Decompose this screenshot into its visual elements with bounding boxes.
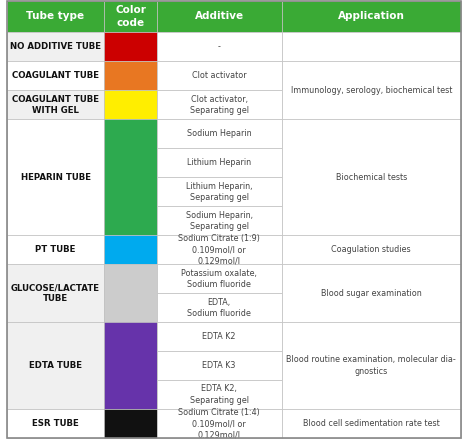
- Bar: [7, 409, 104, 438]
- Bar: [156, 206, 282, 235]
- Bar: [104, 264, 156, 322]
- Bar: [7, 264, 104, 322]
- Bar: [104, 119, 156, 235]
- Bar: [282, 1, 461, 32]
- Bar: [282, 119, 461, 235]
- Text: Coagulation studies: Coagulation studies: [331, 245, 411, 254]
- Bar: [156, 409, 282, 438]
- Bar: [104, 90, 156, 119]
- Text: Color
code: Color code: [115, 5, 146, 27]
- Text: Application: Application: [338, 12, 405, 21]
- Bar: [156, 293, 282, 322]
- Bar: [156, 177, 282, 206]
- Bar: [282, 61, 461, 119]
- Bar: [104, 1, 156, 32]
- Text: EDTA K3: EDTA K3: [202, 361, 236, 370]
- Text: EDTA TUBE: EDTA TUBE: [29, 361, 82, 370]
- Text: Biochemical tests: Biochemical tests: [336, 173, 407, 182]
- Bar: [282, 409, 461, 438]
- Text: -: -: [218, 42, 220, 51]
- Text: PT TUBE: PT TUBE: [36, 245, 76, 254]
- Bar: [156, 322, 282, 351]
- Bar: [282, 264, 461, 322]
- Bar: [156, 119, 282, 148]
- Bar: [156, 61, 282, 90]
- Bar: [156, 90, 282, 119]
- Bar: [156, 235, 282, 264]
- Bar: [156, 148, 282, 177]
- Text: Blood sugar examination: Blood sugar examination: [321, 288, 422, 298]
- Text: Sodium Heparin,
Separating gel: Sodium Heparin, Separating gel: [186, 210, 253, 231]
- Bar: [156, 235, 282, 264]
- Bar: [156, 119, 282, 148]
- Text: COAGULANT TUBE
WITH GEL: COAGULANT TUBE WITH GEL: [12, 95, 99, 115]
- Bar: [104, 322, 156, 409]
- Bar: [156, 264, 282, 293]
- Bar: [156, 293, 282, 322]
- Bar: [104, 32, 156, 61]
- Bar: [7, 322, 104, 409]
- Text: EDTA,
Sodium fluoride: EDTA, Sodium fluoride: [187, 298, 251, 318]
- Bar: [7, 32, 104, 61]
- Bar: [156, 380, 282, 409]
- Text: Potassium oxalate,
Sodium fluoride: Potassium oxalate, Sodium fluoride: [181, 268, 257, 289]
- Bar: [7, 61, 104, 90]
- Bar: [156, 206, 282, 235]
- Text: Sodium Heparin: Sodium Heparin: [187, 129, 251, 138]
- Text: Immunology, serology, biochemical test: Immunology, serology, biochemical test: [291, 85, 452, 95]
- Text: GLUCOSE/LACTATE
TUBE: GLUCOSE/LACTATE TUBE: [11, 283, 100, 303]
- Bar: [156, 380, 282, 409]
- Bar: [7, 235, 104, 264]
- Text: Additive: Additive: [194, 12, 244, 21]
- Text: Blood routine examination, molecular dia-
gnostics: Blood routine examination, molecular dia…: [286, 355, 456, 376]
- Text: Tube type: Tube type: [27, 12, 84, 21]
- Bar: [282, 235, 461, 264]
- Text: Clot activator,
Separating gel: Clot activator, Separating gel: [190, 95, 248, 115]
- Bar: [282, 32, 461, 61]
- Bar: [156, 351, 282, 380]
- Text: COAGULANT TUBE: COAGULANT TUBE: [12, 71, 99, 80]
- Bar: [156, 351, 282, 380]
- Text: EDTA K2,
Separating gel: EDTA K2, Separating gel: [190, 385, 248, 404]
- Bar: [7, 119, 104, 235]
- Text: Sodium Citrate (1:9)
0.109mol/l or
0.129mol/l: Sodium Citrate (1:9) 0.109mol/l or 0.129…: [178, 234, 260, 265]
- Text: Sodium Citrate (1:4)
0.109mol/l or
0.129mol/l: Sodium Citrate (1:4) 0.109mol/l or 0.129…: [178, 408, 260, 439]
- Bar: [156, 32, 282, 61]
- Bar: [7, 1, 104, 32]
- Text: HEPARIN TUBE: HEPARIN TUBE: [20, 173, 91, 182]
- Bar: [156, 1, 282, 32]
- Text: EDTA K2: EDTA K2: [202, 332, 236, 341]
- Bar: [104, 61, 156, 90]
- Bar: [156, 148, 282, 177]
- Bar: [282, 322, 461, 409]
- Text: NO ADDITIVE TUBE: NO ADDITIVE TUBE: [10, 42, 101, 51]
- Bar: [104, 409, 156, 438]
- Text: ESR TUBE: ESR TUBE: [32, 419, 79, 428]
- Bar: [104, 235, 156, 264]
- Bar: [156, 322, 282, 351]
- Text: Lithium Heparin,
Separating gel: Lithium Heparin, Separating gel: [186, 182, 252, 202]
- Bar: [156, 90, 282, 119]
- Bar: [156, 177, 282, 206]
- Bar: [156, 32, 282, 61]
- Text: Clot activator: Clot activator: [192, 71, 246, 80]
- Text: Lithium Heparin: Lithium Heparin: [187, 158, 251, 167]
- Bar: [156, 409, 282, 438]
- Bar: [7, 90, 104, 119]
- Text: Blood cell sedimentation rate test: Blood cell sedimentation rate test: [303, 419, 440, 428]
- Bar: [156, 264, 282, 293]
- Bar: [156, 61, 282, 90]
